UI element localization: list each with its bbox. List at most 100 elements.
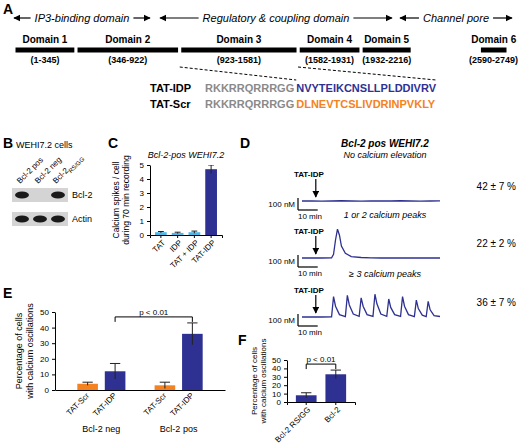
domain-bar [300,48,360,53]
blot-band [15,216,29,223]
region-label: Channel pore [423,12,489,24]
tick-label: 4 [140,175,145,184]
panel-label: C [108,135,118,151]
series-label: TAT-Scr [142,391,169,418]
tick: 50 [272,356,287,365]
tick-mark [335,402,336,405]
tick-label: 3 [140,189,145,198]
error-bar [175,232,181,233]
y-axis-title: during 70 min recording [121,155,131,245]
chart-title: Bcl-2-pos WEHI7.2 [148,150,225,160]
tick-mark [52,328,55,329]
error-bar [191,231,197,233]
scale-bar-x [298,325,318,326]
tick-mark [52,359,55,360]
stimulus-arrow [315,179,316,197]
tick-label: 5 [140,161,145,170]
tick: 0 [45,386,55,395]
panel-label: F [238,332,247,348]
chart-subtitle: No calcium elevation [343,150,426,160]
domain-range: (1582-1931) [305,55,354,65]
peptide-tat: RKKRRQRRRGG [205,98,294,110]
tick-label: 30 [272,373,281,382]
axis-line [56,390,226,391]
panel-label: A [3,1,13,17]
scale-bar-x [298,209,318,210]
peptide-tat: RKKRRQRRRGG [205,82,294,94]
series-label: TAT-Scr [65,391,92,418]
scale-bar-x [298,266,318,267]
tick-mark [147,207,150,208]
tick-mark [284,394,287,395]
tick-label: 20 [272,381,281,390]
region-arrow [133,17,150,18]
error-bar [301,393,311,398]
domain-range: (1-345) [30,55,59,65]
stimulus-label: TAT-IDP [294,170,325,179]
tick: 40 [40,324,55,333]
blot-band [51,192,65,199]
region-arrow [353,17,392,18]
tick: TAT-IDP [190,235,217,265]
tick-label: 30 [40,339,49,348]
row-label: Bcl-2 [72,190,93,200]
plot-marks [77,323,202,390]
trace-chart: 1 or 2 calcium peaks TAT-IDP 100 nM10 min 2… [268,210,516,278]
tick-label: Bcl-2 pos [160,424,198,434]
tick: 4 [140,175,150,184]
domain-bar [481,48,507,53]
tick: Bcl-2 RS/GG [273,402,312,444]
trace-line [302,200,440,202]
figure: AIP3-binding domainRegulatory & coupling… [0,0,520,445]
chart-subtitle: 1 or 2 calcium peaks [344,210,427,220]
tick-label: Bcl-2 RS/GG [273,405,312,444]
domain-bar [78,48,179,53]
share-label: 36 ± 7 % [477,297,517,308]
error-bar [160,382,170,388]
scale-bar-label: 100 nM [268,257,295,266]
tick-label: Bcl-2 [323,405,343,425]
tick-mark [284,360,287,361]
region-arrow [400,17,419,18]
tick-mark [194,235,195,238]
tick-mark [284,377,287,378]
tick-mark [147,165,150,166]
domain-name: Domain 4 [307,34,352,45]
error-bar [82,382,92,385]
error-bar [187,323,197,345]
significance-bracket [115,317,192,322]
significance-label: p < 0.01 [139,308,169,317]
stimulus-label: TAT-IDP [294,286,325,295]
peptide-sequence: NVYTEIKCNSLLPLDDIVRV [296,82,436,94]
axis-line [287,361,288,403]
panel-label: E [3,285,12,301]
scale-bar-label: 10 min [298,269,322,278]
tick-mark [147,193,150,194]
tick-mark [52,390,55,391]
zoom-line [298,67,436,80]
x-axis: Bcl-2 RS/GG Bcl-2 [273,402,355,444]
scale-bar-label: 100 nM [268,316,295,325]
tick: 20 [40,355,55,364]
lane-label-subscript: RS/GG [67,156,85,174]
tick-mark [284,385,287,386]
share-label: 22 ± 2 % [477,238,517,249]
tick-mark [306,402,307,405]
axis-line [288,403,356,406]
lane-label: Bcl-2RS/GG [51,152,86,187]
bar [205,169,217,235]
bar-chart: CBcl-2-pos WEHI7.2Calcium spikes / celld… [108,135,224,270]
domain-bar [16,48,75,53]
axis-line [55,313,56,391]
chart-title: Bcl-2 pos WEHI7.2 [341,138,429,149]
error-bar [110,363,120,379]
region-label: Regulatory & coupling domain [203,12,350,24]
x-axis: Bcl-2 negBcl-2 pos [56,390,226,434]
trace-chart: ≥ 3 calcium peaksTAT-IDP100 nM10 min36 ±… [268,269,516,337]
trace-line [302,294,440,317]
plot-marks [296,370,346,402]
tick: Bcl-2 [323,402,343,425]
tick-mark [160,235,161,238]
stimulus-label: TAT-IDP [294,227,325,236]
trace-chart: DBcl-2 pos WEHI7.2No calcium elevationTA… [240,135,516,221]
